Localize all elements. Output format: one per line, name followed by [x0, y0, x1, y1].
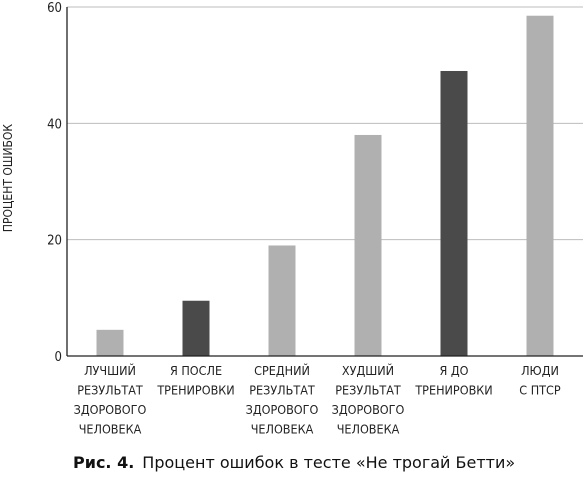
y-tick-label: 20: [47, 234, 62, 249]
category-label: Я ДО ТРЕНИРОВКИ: [414, 363, 492, 398]
gridlines: [67, 6, 583, 241]
bar: [440, 70, 468, 356]
y-tick-label: 40: [47, 117, 62, 132]
category-labels: ЛУЧШИЙ РЕЗУЛЬТАТ ЗДОРОВОГО ЧЕЛОВЕКА Я ПОСЛЕ Т…: [74, 363, 561, 437]
bar: [96, 329, 124, 356]
bar: [182, 300, 210, 356]
axes: [66, 7, 583, 357]
caption-text: Процент ошибок в тесте «Не трогай Бетти»: [142, 453, 516, 472]
category-label: СРЕДНИЙ РЕЗУЛЬТАТ ЗДОРОВОГО ЧЕЛОВЕКА: [246, 363, 319, 437]
category-label: ЛЮДИ С ПТСР: [519, 363, 561, 398]
y-axis-title: ПРОЦЕНТ ОШИБОК: [1, 124, 15, 232]
y-tick-label: 0: [55, 350, 62, 365]
figure-caption: Рис. 4. Процент ошибок в тесте «Не трогай…: [73, 455, 515, 471]
category-label: ЛУЧШИЙ РЕЗУЛЬТАТ ЗДОРОВОГО ЧЕЛОВЕКА: [74, 363, 147, 437]
caption-prefix: Рис. 4.: [73, 453, 135, 472]
y-tick-labels: 0 20 40 60: [47, 1, 62, 365]
bars: [96, 15, 554, 356]
bar: [526, 15, 554, 356]
y-tick-label: 60: [47, 1, 62, 16]
bar: [354, 134, 382, 356]
category-label: ХУДШИЙ РЕЗУЛЬТАТ ЗДОРОВОГО ЧЕЛОВЕКА: [332, 363, 405, 437]
category-label: Я ПОСЛЕ ТРЕНИРОВКИ: [156, 363, 234, 398]
bar: [268, 245, 296, 356]
